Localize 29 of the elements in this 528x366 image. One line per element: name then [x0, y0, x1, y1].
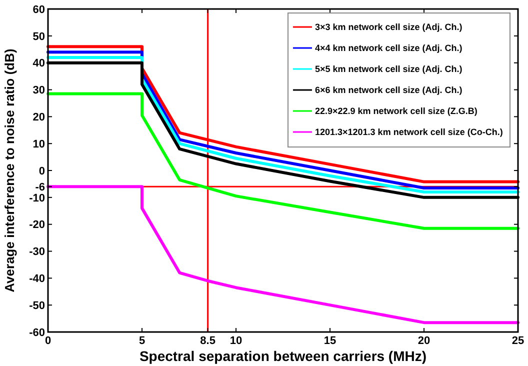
- y-tick-label: -30: [29, 246, 45, 258]
- y-axis-title: Average interference to noise ratio (dB): [2, 48, 17, 292]
- legend-label: 22.9×22.9 km network cell size (Z.G.B): [315, 106, 478, 116]
- x-tick-label: 20: [418, 335, 430, 347]
- legend-label: 5×5 km network cell size (Adj. Ch.): [315, 64, 462, 74]
- legend-label: 6×6 km network cell size (Adj. Ch.): [315, 85, 462, 96]
- y-tick-label: 60: [32, 4, 45, 16]
- y-tick-label: 40: [32, 58, 45, 70]
- y-tick-label: 20: [32, 112, 45, 124]
- y-tick-label: 30: [32, 84, 45, 97]
- y-tick-label: -6: [35, 182, 45, 194]
- y-tick-label: -10: [29, 192, 45, 204]
- y-tick-label: 50: [32, 30, 45, 43]
- y-tick-label: -60: [29, 326, 45, 339]
- x-axis-title: Spectral separation between carriers (MHz): [139, 348, 427, 364]
- legend-label: 3×3 km network cell size (Adj. Ch.): [315, 22, 462, 32]
- x-tick-label: 5: [138, 335, 146, 347]
- y-tick-label: -50: [29, 300, 45, 312]
- legend-label: 4×4 km network cell size (Adj. Ch.): [315, 43, 462, 54]
- x-tick-label: 25: [512, 335, 524, 347]
- y-tick-label: 10: [32, 138, 45, 150]
- y-tick-label: 0: [38, 165, 45, 178]
- y-tick-label: -20: [29, 219, 45, 232]
- legend-label: 1201.3×1201.3 km network cell size (Co-Ch.): [315, 127, 503, 138]
- x-tick-label: 15: [324, 335, 336, 347]
- x-tick-label: 8.5: [200, 335, 216, 347]
- x-tick-label: 10: [230, 335, 242, 347]
- y-tick-label: -40: [29, 273, 45, 286]
- line-series: [46, 185, 520, 324]
